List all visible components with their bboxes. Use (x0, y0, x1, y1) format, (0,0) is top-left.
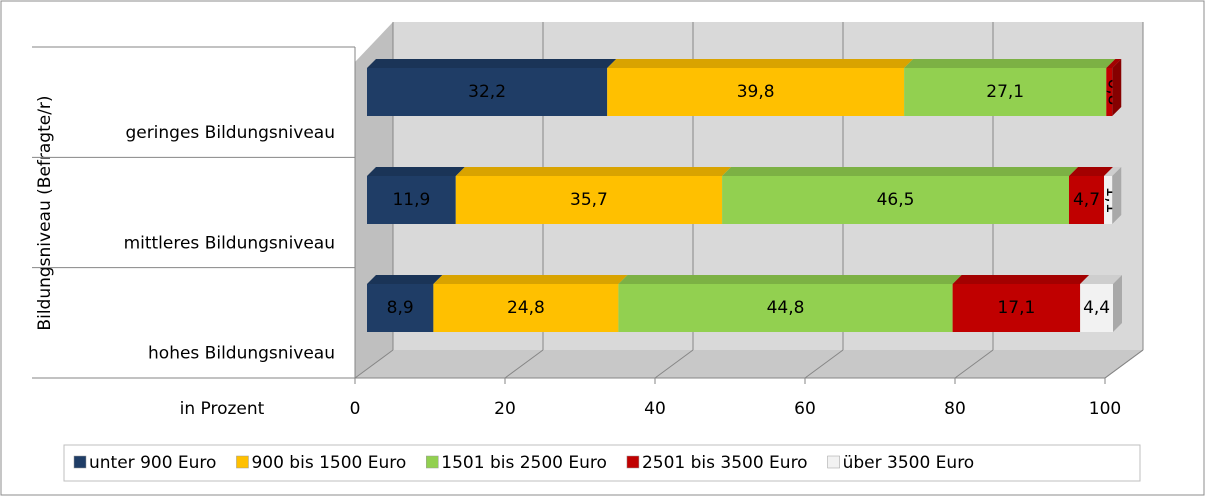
bar-top (367, 59, 617, 68)
grid-line (954, 349, 994, 379)
bar (367, 68, 608, 116)
bar-top (904, 59, 1116, 68)
legend-label: unter 900 Euro (89, 453, 216, 473)
data-label: 32,2 (468, 82, 506, 102)
bar-top (607, 59, 914, 68)
x-tick-label: 80 (944, 399, 966, 419)
category-label: mittleres Bildungsniveau (124, 233, 335, 253)
bar-top (367, 275, 443, 284)
grid-line (654, 349, 694, 379)
data-label: 35,7 (570, 190, 608, 210)
data-label: 4,7 (1073, 190, 1100, 210)
bar-top (433, 275, 628, 284)
data-label: 4,4 (1083, 298, 1110, 318)
legend-swatch (236, 455, 249, 469)
grid-line (504, 349, 544, 379)
bar-top (1080, 275, 1122, 284)
x-tick-label: 20 (494, 399, 516, 419)
data-label: 8,9 (387, 298, 414, 318)
bar-side (1112, 59, 1122, 116)
bar-top (1106, 59, 1122, 68)
data-label: 39,8 (737, 82, 775, 102)
legend-swatch (827, 455, 840, 469)
x-axis-back (1104, 349, 1144, 379)
grid-line (804, 349, 844, 379)
category-label: geringes Bildungsniveau (125, 123, 335, 143)
bar (1068, 176, 1105, 224)
bar-top (722, 167, 1078, 176)
x-tick-label: 60 (794, 399, 816, 419)
data-label: 27,1 (986, 82, 1024, 102)
bar-side (1112, 167, 1122, 224)
bar-side (1113, 275, 1122, 332)
bar (455, 176, 723, 224)
legend-label: über 3500 Euro (843, 453, 975, 473)
category-label: hohes Bildungsniveau (148, 344, 335, 364)
bar-top (1068, 167, 1114, 176)
data-label: 46,5 (877, 190, 915, 210)
bar-top (455, 167, 732, 176)
bar (1106, 68, 1113, 116)
bar (904, 68, 1107, 116)
bar (952, 284, 1081, 332)
x-tick-label: 40 (644, 399, 666, 419)
legend-swatch (73, 455, 87, 469)
data-label: 24,8 (507, 298, 545, 318)
data-label: 44,8 (767, 298, 805, 318)
bar (433, 284, 619, 332)
legend-swatch (426, 455, 439, 469)
y-axis-title: Bildungsniveau (Befragte/r) (35, 95, 55, 330)
bar-top (367, 167, 465, 176)
data-label: 17,1 (997, 298, 1035, 318)
x-tick-label: 0 (350, 399, 361, 419)
bar-top (618, 275, 962, 284)
x-tick-label: 100 (1089, 399, 1121, 419)
bar (367, 176, 456, 224)
legend-label: 1501 bis 2500 Euro (441, 453, 607, 473)
x-axis-title: in Prozent (180, 399, 265, 419)
legend-label: 900 bis 1500 Euro (251, 453, 406, 473)
floor (355, 350, 1143, 378)
bar-top (1104, 167, 1122, 176)
grid-line (354, 349, 394, 379)
data-label: 11,9 (392, 190, 430, 210)
bar-top (952, 275, 1090, 284)
bar (722, 176, 1069, 224)
bar (1104, 176, 1113, 224)
bar (607, 68, 905, 116)
bar (1080, 284, 1113, 332)
legend-swatch (626, 455, 640, 469)
legend-label: 2501 bis 3500 Euro (642, 453, 808, 473)
bar (367, 284, 434, 332)
bar (618, 284, 953, 332)
